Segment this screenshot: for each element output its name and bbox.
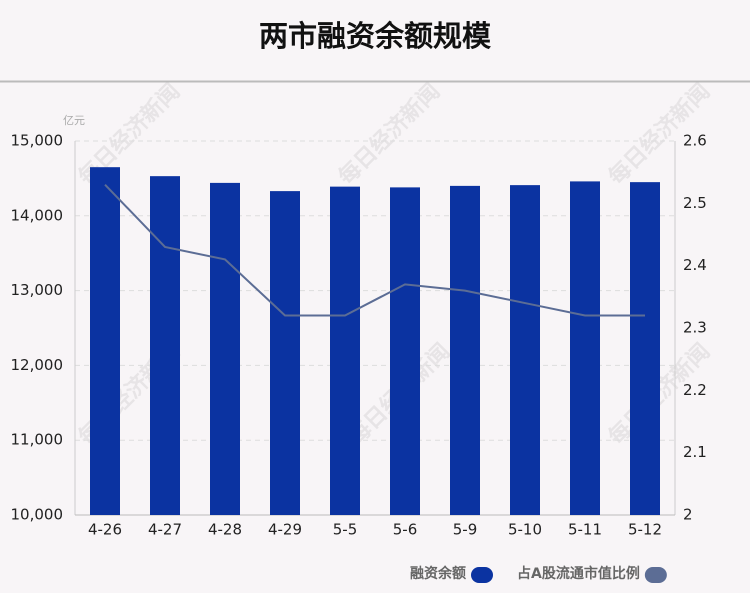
y2-tick-label: 2.4 [683,256,707,274]
bar [450,185,480,515]
y2-tick-label: 2.3 [683,319,707,337]
y2-tick-label: 2 [683,506,693,524]
y-tick-label: 13,000 [11,281,64,299]
bar [570,181,600,515]
y-tick-label: 10,000 [11,506,64,524]
y2-tick-label: 2.6 [683,132,707,150]
line [104,183,645,317]
bar [390,187,420,515]
legend-label: 融资余额 [410,565,466,582]
legend-swatch [644,567,667,583]
y-tick-label: 12,000 [11,356,64,374]
legend-label: 占A股流通市值比例 [517,565,640,582]
y-unit: 亿元 [63,114,85,127]
y-tick-label: 11,000 [11,431,64,449]
x-tick-label: 4-27 [148,521,182,539]
x-tick-label: 5-11 [568,521,602,539]
bar [270,191,300,515]
y2-tick-label: 2.5 [683,194,707,212]
x-tick-label: 4-26 [88,521,122,539]
bar [630,182,660,515]
x-tick-label: 5-10 [508,521,542,539]
y2-tick-label: 2.2 [683,381,707,399]
bar [510,185,540,515]
bar [90,167,120,515]
y-tick-label: 15,000 [11,132,64,150]
watermark: 每日经济新闻 [333,78,445,190]
bar [210,182,240,515]
legend-swatch [471,567,493,583]
x-tick-label: 5-12 [628,521,662,539]
bar [150,176,180,515]
x-tick-label: 5-9 [453,521,478,539]
x-tick-label: 4-29 [268,521,302,539]
y2-tick-label: 2.1 [683,443,707,461]
x-tick-label: 4-28 [208,521,242,539]
x-tick-label: 5-6 [393,521,418,539]
bar [330,186,360,516]
y-tick-label: 14,000 [11,206,64,224]
chart-title: 两市融资余额规模 [259,19,492,53]
x-tick-label: 5-5 [333,521,358,539]
